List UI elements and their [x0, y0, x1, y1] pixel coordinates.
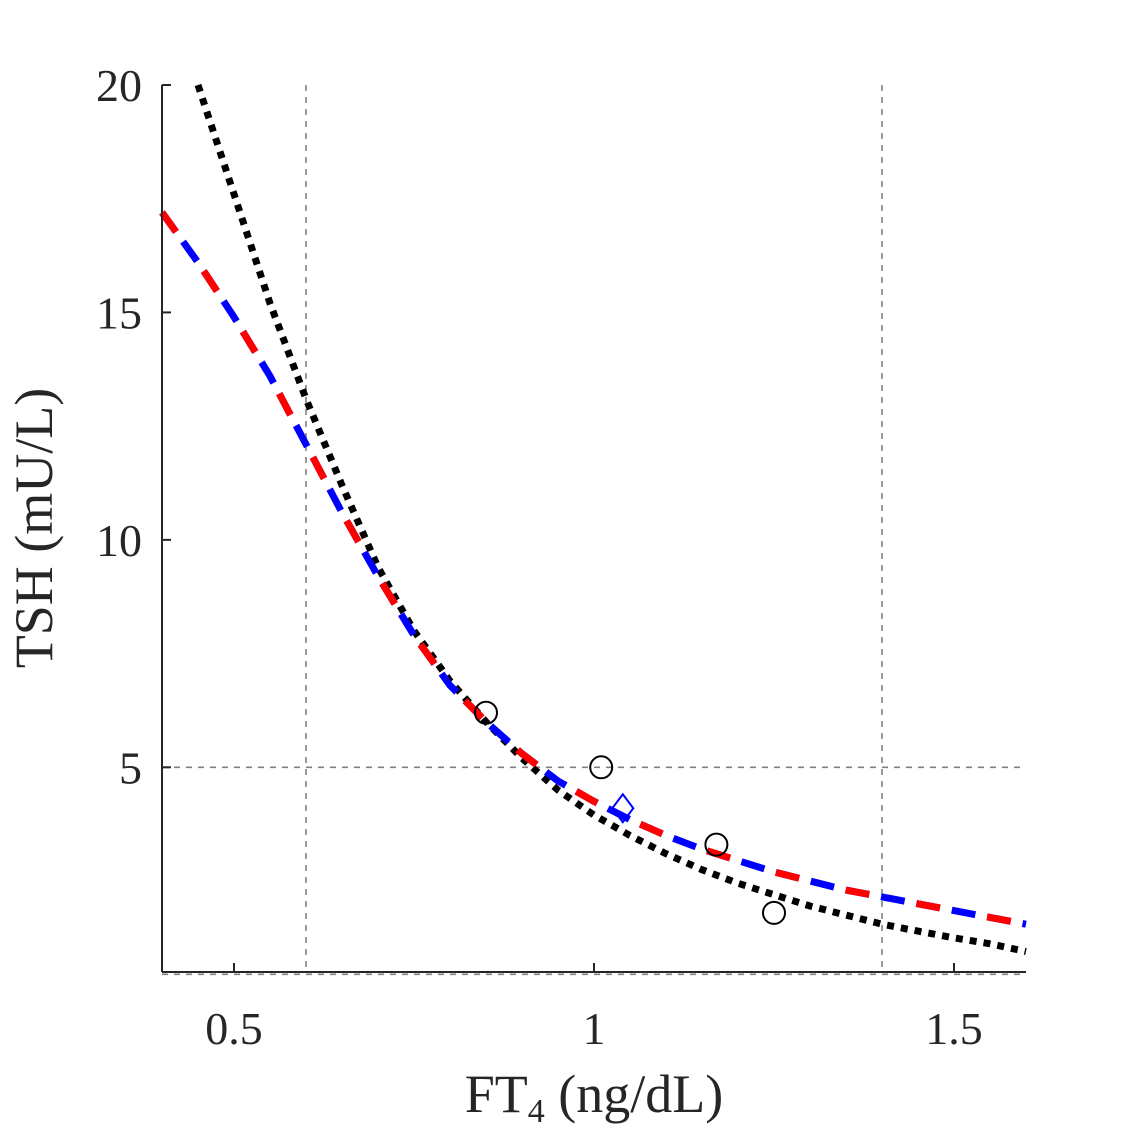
- x-axis-label: FT4 (ng/dL): [465, 1064, 723, 1130]
- x-axis-label-rest: (ng/dL): [545, 1064, 723, 1124]
- series-line-fit-red-blue-dashed-blue: [159, 210, 1027, 928]
- y-tick-label: 10: [96, 515, 142, 566]
- ticks: 0.5 1 1.5 5 10 15 20: [96, 60, 983, 1054]
- series-layer: [159, 83, 1027, 955]
- axes: [161, 85, 1026, 973]
- x-tick-label: 1.5: [925, 1003, 983, 1054]
- setpoint-diamond: [611, 792, 635, 824]
- x-tick-label: 1: [583, 1003, 606, 1054]
- points-layer: [474, 700, 786, 925]
- x-tick-label: 0.5: [205, 1003, 263, 1054]
- observation-point: [704, 832, 729, 857]
- y-tick-label: 20: [96, 60, 142, 111]
- reference-lines: [162, 85, 1026, 976]
- y-axis-label: TSH (mU/L): [4, 388, 64, 668]
- x-axis-label-subscript: 4: [528, 1093, 545, 1130]
- observation-point: [762, 900, 786, 925]
- x-axis-label-main: FT: [465, 1064, 528, 1124]
- series-line-fit-dotted-black: [194, 83, 1027, 955]
- observation-point: [474, 700, 498, 725]
- observation-point: [589, 755, 614, 780]
- y-tick-label: 15: [96, 287, 142, 338]
- y-tick-label: 5: [119, 742, 142, 793]
- series-line-fit-red-blue-dashed-red: [159, 210, 1027, 928]
